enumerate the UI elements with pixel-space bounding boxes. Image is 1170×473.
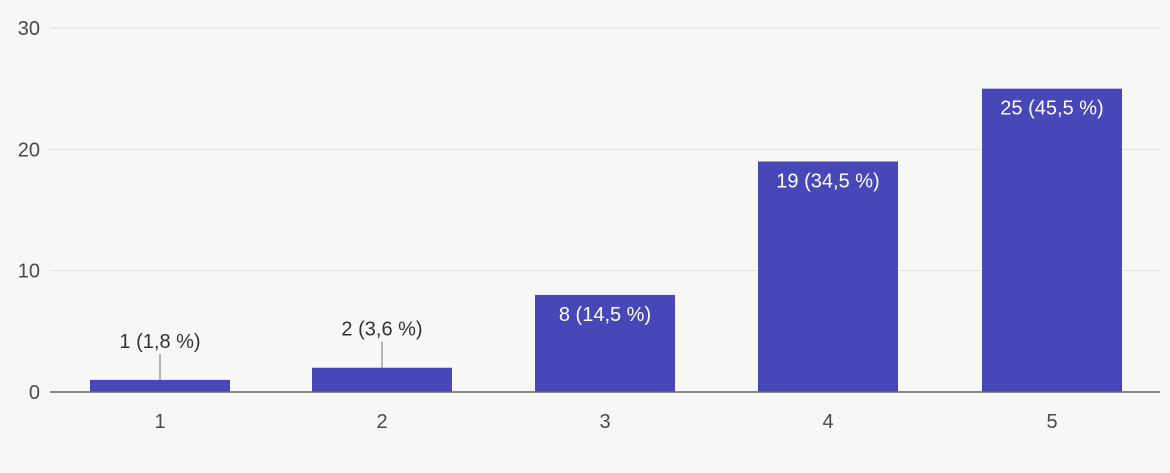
bar xyxy=(535,294,675,392)
y-tick-label: 10 xyxy=(18,261,40,283)
y-tick-label: 20 xyxy=(18,139,40,161)
bars xyxy=(90,88,1122,393)
data-label: 25 (45,5 %) xyxy=(1000,98,1103,120)
bar xyxy=(312,367,452,392)
x-tick-label: 2 xyxy=(376,411,387,433)
x-tick-label: 1 xyxy=(154,411,165,433)
bar xyxy=(982,88,1122,393)
bar xyxy=(90,379,230,392)
data-label: 8 (14,5 %) xyxy=(559,304,651,326)
data-label: 2 (3,6 %) xyxy=(341,319,422,341)
x-tick-label: 4 xyxy=(822,411,833,433)
data-label: 1 (1,8 %) xyxy=(119,331,200,353)
x-tick-label: 3 xyxy=(599,411,610,433)
data-label: 19 (34,5 %) xyxy=(776,170,879,192)
bar xyxy=(758,161,898,392)
x-tick-label: 5 xyxy=(1046,411,1057,433)
x-axis-ticks: 1 2 3 4 5 xyxy=(154,411,1057,433)
y-tick-label: 30 xyxy=(18,18,40,40)
y-tick-label: 0 xyxy=(29,382,40,404)
y-axis-ticks: 0 10 20 30 xyxy=(18,18,40,404)
data-labels: 1 (1,8 %) 2 (3,6 %) 8 (14,5 %) 19 (34,5 %) 2… xyxy=(119,98,1104,380)
gridlines xyxy=(50,27,1160,272)
